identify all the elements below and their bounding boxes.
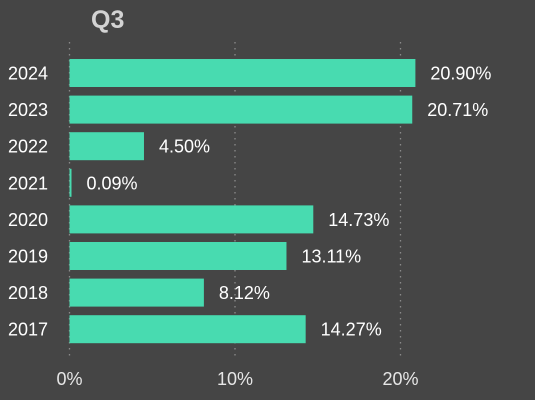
category-label: 2024 xyxy=(8,64,48,84)
bar-2021 xyxy=(69,168,72,197)
data-label: 20.90% xyxy=(430,64,491,84)
category-label: 2020 xyxy=(8,210,48,230)
category-label: 2019 xyxy=(8,247,48,267)
bar-2024 xyxy=(69,59,416,87)
category-label: 2017 xyxy=(8,320,48,340)
category-label: 2022 xyxy=(8,137,48,157)
data-label: 14.73% xyxy=(328,210,389,230)
x-axis-ticks: 0% 10% 20% xyxy=(56,369,418,389)
category-label: 2018 xyxy=(8,283,48,303)
x-tick-label: 0% xyxy=(56,369,82,389)
x-tick-label: 10% xyxy=(217,369,253,389)
category-label: 2023 xyxy=(8,100,48,120)
bar-2017 xyxy=(69,315,306,344)
category-label: 2021 xyxy=(8,173,48,193)
value-labels: 20.90% 20.71% 4.50% 0.09% 14.73% 13.11% 8.12% 1… xyxy=(87,64,492,340)
bar-2018 xyxy=(69,278,204,307)
x-tick-label: 20% xyxy=(382,369,418,389)
data-label: 8.12% xyxy=(219,283,270,303)
data-label: 4.50% xyxy=(159,137,210,157)
bar-2022 xyxy=(69,132,144,161)
bar-2020 xyxy=(69,205,314,234)
chart-title: Q3 xyxy=(91,6,125,34)
category-labels: 2024 2023 2022 2021 2020 2019 2018 2017 xyxy=(8,64,48,340)
bar-2023 xyxy=(69,95,413,124)
bars xyxy=(69,59,416,344)
gridlines xyxy=(68,42,402,360)
data-label: 13.11% xyxy=(301,247,361,267)
data-label: 0.09% xyxy=(87,173,138,193)
data-label: 14.27% xyxy=(321,320,382,340)
data-label: 20.71% xyxy=(427,100,488,120)
bar-2019 xyxy=(69,242,287,270)
